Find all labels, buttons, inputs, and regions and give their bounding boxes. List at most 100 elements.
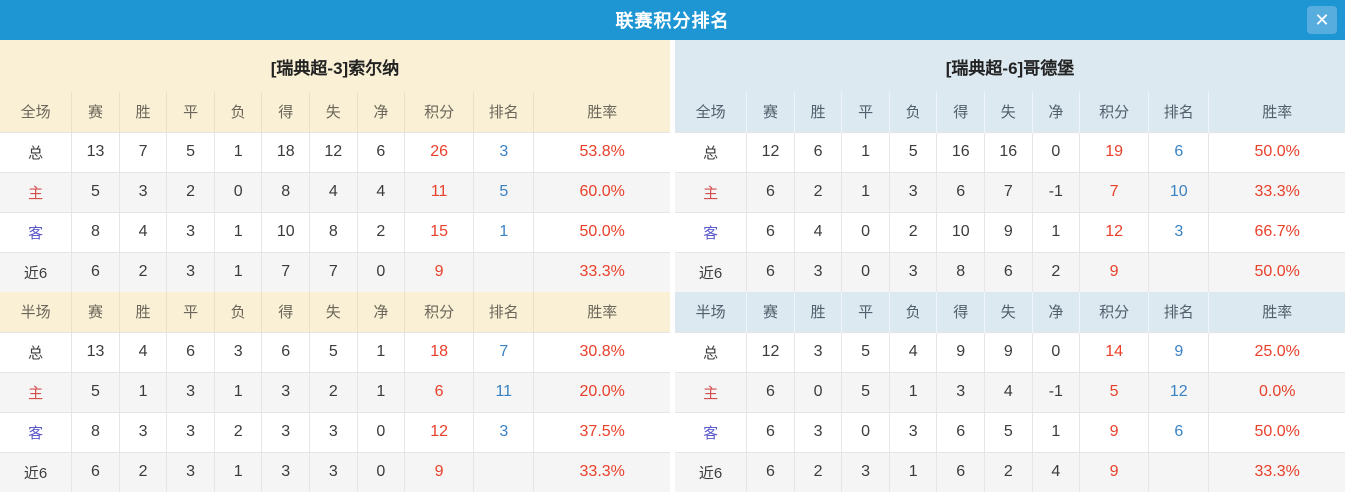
column-header: 积分	[1079, 92, 1150, 132]
stat-cell: 33.3%	[533, 251, 670, 292]
stat-cell: 0	[794, 371, 843, 412]
stat-cell: 50.0%	[1208, 131, 1345, 172]
stat-cell: 37.5%	[533, 411, 670, 452]
stat-cell: 4	[119, 331, 168, 372]
row-label: 近6	[0, 451, 73, 492]
stat-cell: 9	[404, 251, 475, 292]
stat-cell: 30.8%	[533, 331, 670, 372]
column-header: 净	[1032, 92, 1081, 132]
stat-cell: 6	[936, 451, 985, 492]
stat-cell: 0	[1032, 331, 1081, 372]
stat-cell: 0	[1032, 131, 1081, 172]
row-label: 主	[675, 371, 748, 412]
section-scope-label: 全场	[0, 92, 73, 132]
stat-cell: 6	[404, 371, 475, 412]
stat-cell: 3	[119, 411, 168, 452]
stat-cell: 6	[1148, 411, 1210, 452]
stat-cell: 3	[473, 131, 535, 172]
stat-cell: 5	[841, 331, 890, 372]
stat-cell: 6	[261, 331, 310, 372]
column-header: 平	[166, 92, 215, 132]
team-panel: [瑞典超-3]索尔纳 全场赛胜平负得失净积分 排名 胜率总 13 7 5 1 18 12 6 26 3 5…	[0, 40, 670, 492]
stat-cell: 8	[71, 211, 120, 252]
stat-cell: 18	[261, 131, 310, 172]
stat-cell: 0.0%	[1208, 371, 1345, 412]
stat-cell: 0	[214, 171, 263, 212]
stat-cell: 1	[841, 171, 890, 212]
stats-row: 近6 6 2 3 1 6 2 4 9 33.3%	[675, 451, 1345, 492]
close-icon[interactable]: ✕	[1307, 6, 1337, 34]
column-header: 赛	[746, 292, 795, 332]
stat-cell: 3	[214, 331, 263, 372]
stat-cell: 7	[309, 251, 358, 292]
row-label: 总	[0, 331, 73, 372]
stat-cell: 15	[404, 211, 475, 252]
column-header: 平	[166, 292, 215, 332]
team-header: [瑞典超-6]哥德堡	[675, 40, 1345, 92]
stat-cell: 53.8%	[533, 131, 670, 172]
stat-cell: 18	[404, 331, 475, 372]
stat-cell: 3	[1148, 211, 1210, 252]
stat-cell: 2	[166, 171, 215, 212]
stat-cell: 7	[261, 251, 310, 292]
column-header: 赛	[71, 92, 120, 132]
row-label: 客	[675, 411, 748, 452]
stat-cell: 1	[119, 371, 168, 412]
stat-cell: 25.0%	[1208, 331, 1345, 372]
stats-row: 客 6 3 0 3 6 5 1 9 6 50.0%	[675, 411, 1345, 452]
column-header: 排名	[1148, 92, 1210, 132]
stat-cell: 9	[1079, 251, 1150, 292]
stat-cell: 16	[936, 131, 985, 172]
row-label: 客	[0, 411, 73, 452]
stat-cell: 3	[936, 371, 985, 412]
column-header: 得	[261, 292, 310, 332]
column-header: 失	[309, 92, 358, 132]
stats-row: 主 5 1 3 1 3 2 1 6 11 20.0%	[0, 371, 670, 412]
stat-cell: 2	[794, 451, 843, 492]
column-header: 排名	[473, 92, 535, 132]
stat-cell: 6	[746, 171, 795, 212]
page-title: 联赛积分排名	[615, 11, 730, 31]
stat-cell: 4	[889, 331, 938, 372]
stat-cell: 2	[357, 211, 406, 252]
stat-cell: 5	[309, 331, 358, 372]
column-header: 积分	[404, 292, 475, 332]
stats-table: 全场赛胜平负得失净积分 排名 胜率总 13 7 5 1 18 12 6 26 3 53.8% 主 5 3 2 0 8…	[0, 92, 670, 292]
stat-cell: 5	[71, 371, 120, 412]
stat-cell: 3	[166, 211, 215, 252]
stat-cell: 6	[746, 451, 795, 492]
stat-cell: 16	[984, 131, 1033, 172]
column-header: 净	[357, 292, 406, 332]
stats-row: 总 13 7 5 1 18 12 6 26 3 53.8%	[0, 131, 670, 172]
column-header: 赛	[71, 292, 120, 332]
stat-cell: 6	[746, 251, 795, 292]
stat-cell: 3	[841, 451, 890, 492]
stat-cell: 2	[1032, 251, 1081, 292]
column-header: 失	[984, 292, 1033, 332]
column-header: 排名	[473, 292, 535, 332]
stat-cell: 3	[119, 171, 168, 212]
column-header-row: 半场赛胜平负得失净积分 排名 胜率	[675, 292, 1345, 332]
column-header: 胜率	[1208, 92, 1345, 132]
stats-row: 总 12 3 5 4 9 9 0 14 9 25.0%	[675, 331, 1345, 372]
stat-cell: 3	[261, 411, 310, 452]
stat-cell: 3	[309, 451, 358, 492]
stat-cell: 8	[71, 411, 120, 452]
stat-cell: 6	[71, 451, 120, 492]
stat-cell: 1	[889, 451, 938, 492]
stat-cell: 6	[357, 131, 406, 172]
stat-cell: 3	[794, 411, 843, 452]
stat-cell: 33.3%	[1208, 451, 1345, 492]
section-scope-label: 半场	[675, 292, 748, 332]
column-header: 净	[1032, 292, 1081, 332]
stat-cell: 60.0%	[533, 171, 670, 212]
stat-cell: 10	[261, 211, 310, 252]
stat-cell: 1	[1032, 411, 1081, 452]
stat-cell: 2	[119, 251, 168, 292]
stat-cell: 6	[71, 251, 120, 292]
stats-table: 半场赛胜平负得失净积分 排名 胜率总 13 4 6 3 6 5 1 18 7 30.8% 主 5 1 3 1 3 2 1…	[0, 292, 670, 492]
stat-cell: 26	[404, 131, 475, 172]
stat-cell: 3	[166, 411, 215, 452]
stat-cell: 12	[746, 331, 795, 372]
stat-cell: 12	[746, 131, 795, 172]
